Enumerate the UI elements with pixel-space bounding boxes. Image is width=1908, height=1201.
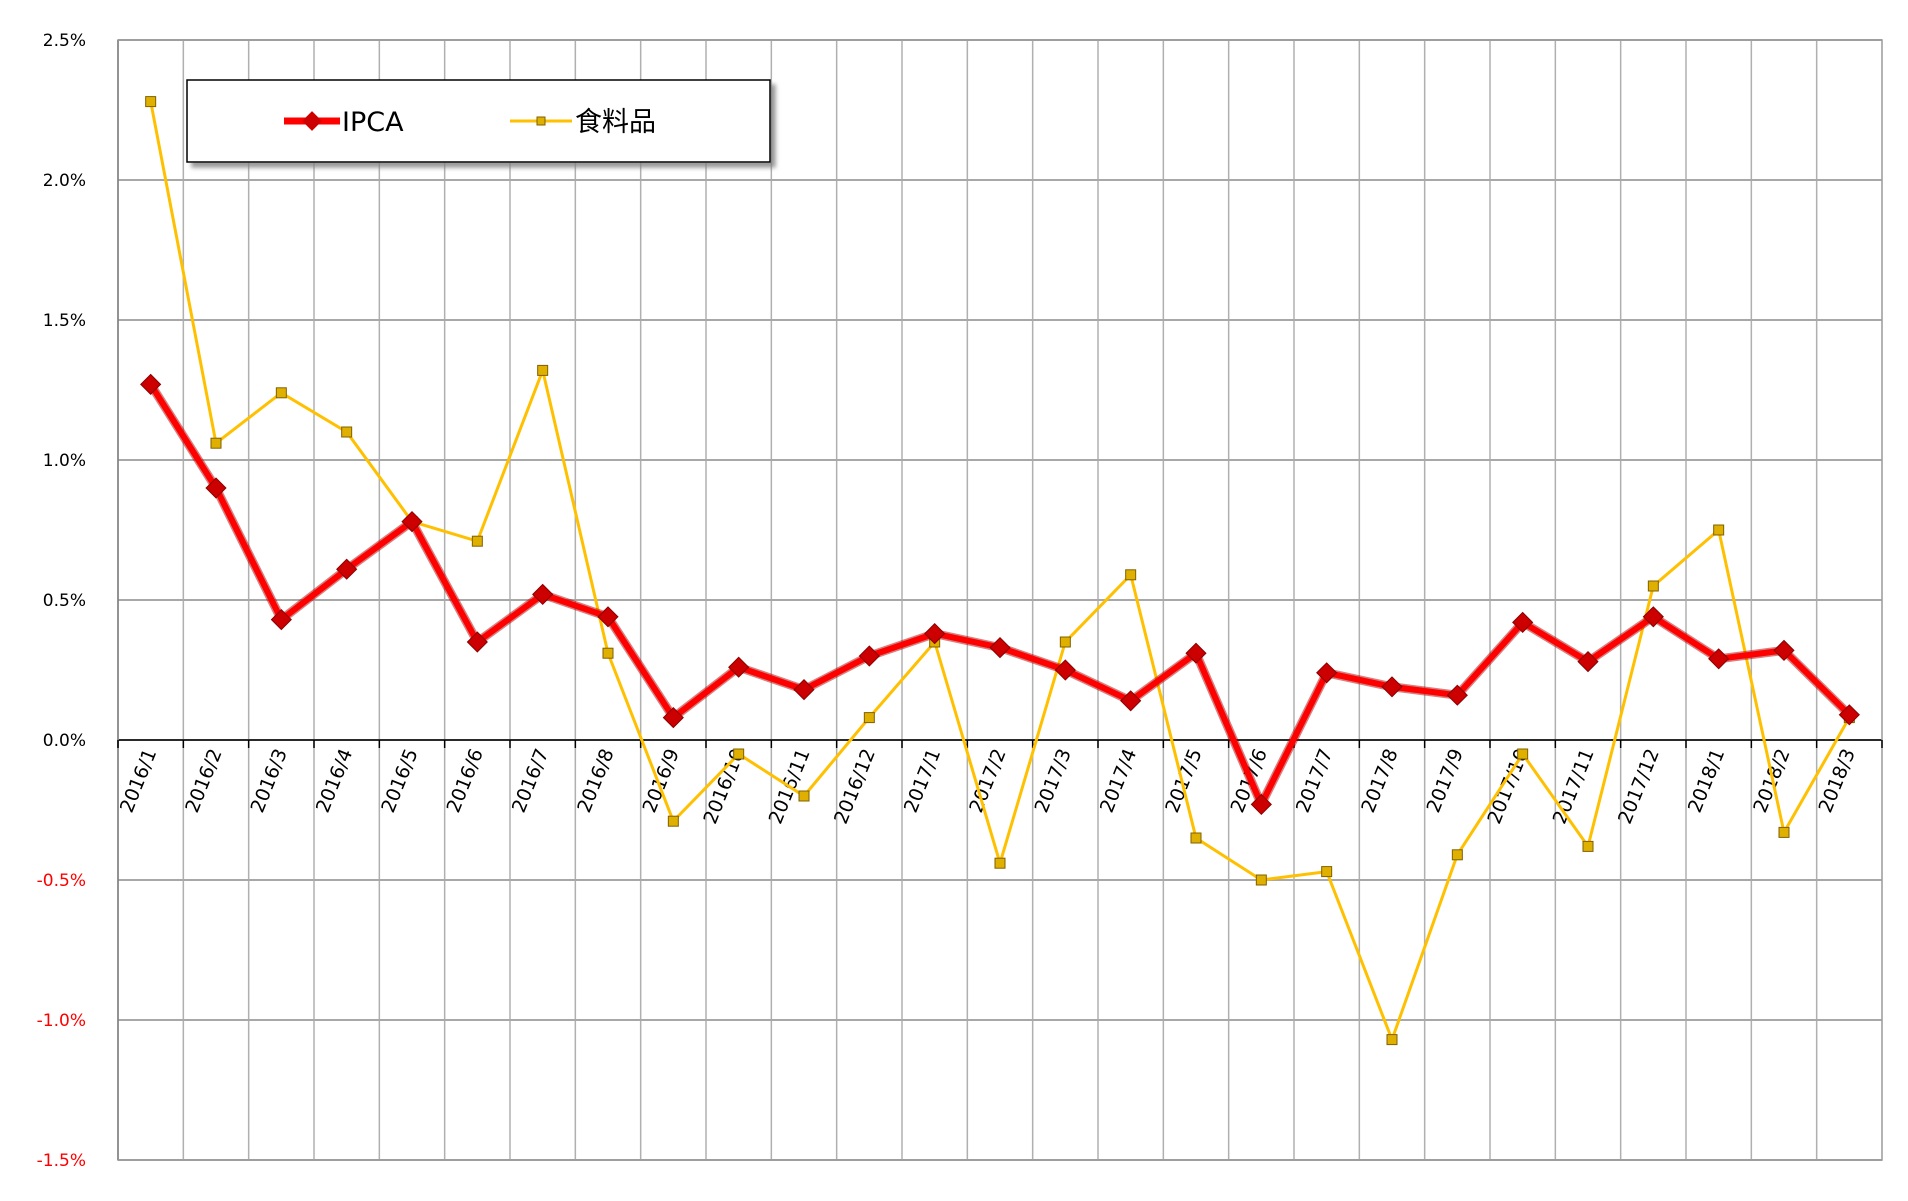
food-point — [1059, 636, 1071, 648]
y-tick-label: 0.5% — [43, 591, 86, 611]
ipca-point — [532, 583, 554, 606]
food-point — [1125, 569, 1137, 581]
food-point — [863, 712, 875, 724]
ipca-point — [401, 510, 423, 533]
food-point — [1451, 849, 1463, 861]
food-point — [471, 535, 483, 547]
food-point — [210, 437, 222, 449]
y-tick-label: 1.5% — [43, 311, 86, 331]
y-tick-label: 1.0% — [43, 451, 86, 471]
ipca-point — [466, 631, 488, 653]
ipca-point — [1120, 690, 1142, 712]
food-point — [667, 815, 679, 827]
legend-ipca-label: IPCA — [342, 107, 404, 138]
ipca-point — [597, 606, 619, 628]
y-tick-label: 2.0% — [43, 171, 86, 191]
legend-ipca-marker — [302, 111, 322, 131]
y-tick-label: -1.0% — [37, 1011, 86, 1031]
ipca-point — [140, 373, 162, 396]
y-axis-tick-labels: 2.5% 2.0% 1.5% 1.0% 0.5% 0.0% -0.5% -1.0% -1.5% — [37, 31, 86, 1171]
food-point — [602, 647, 614, 659]
ipca-point — [1773, 639, 1795, 662]
legend-box — [186, 79, 771, 163]
ipca-point — [1838, 704, 1860, 726]
y-tick-label: 2.5% — [43, 31, 86, 51]
food-point — [1647, 580, 1659, 592]
ipca-point — [858, 645, 880, 667]
ipca-point — [1381, 676, 1403, 698]
axes — [117, 39, 1883, 1161]
food-point — [1778, 826, 1790, 838]
y-tick-label: 0.0% — [43, 731, 86, 751]
food-point — [798, 790, 810, 802]
ipca-point — [336, 558, 358, 580]
ipca-point — [924, 622, 946, 645]
food-point — [145, 96, 157, 108]
ipca-point — [1446, 684, 1468, 706]
ipca-point — [1512, 611, 1534, 634]
ipca-point — [205, 477, 227, 499]
food-point — [1321, 866, 1333, 878]
ipca-point — [1250, 793, 1272, 816]
ipca-point — [270, 608, 292, 631]
y-tick-label: -1.5% — [37, 1151, 86, 1171]
ipca-point — [662, 706, 684, 729]
food-point — [733, 748, 745, 760]
ipca-point — [1316, 662, 1338, 684]
food-point — [1190, 832, 1202, 844]
food-point — [341, 426, 353, 438]
legend: IPCA 食料品 — [186, 79, 771, 163]
legend-food-marker — [536, 116, 546, 126]
ipca-point — [728, 656, 750, 678]
food-point — [994, 857, 1006, 869]
series — [140, 96, 1860, 1046]
ipca-point — [1708, 648, 1730, 670]
ipca-point — [1054, 659, 1076, 681]
plot-border — [117, 39, 1883, 1161]
food-point — [275, 387, 287, 399]
ipca-point — [1642, 606, 1664, 628]
food-point — [1517, 748, 1529, 760]
y-tick-label: -0.5% — [37, 871, 86, 891]
food-point — [537, 364, 549, 376]
legend-food-label: 食料品 — [575, 107, 656, 138]
ipca-point — [793, 678, 815, 701]
food-point — [1386, 1034, 1398, 1046]
food-point — [1255, 874, 1267, 886]
food-point — [1713, 524, 1725, 536]
ipca-point — [989, 636, 1011, 659]
ipca-point — [1185, 642, 1207, 664]
food-point — [1582, 840, 1594, 852]
ipca-point — [1577, 650, 1599, 673]
